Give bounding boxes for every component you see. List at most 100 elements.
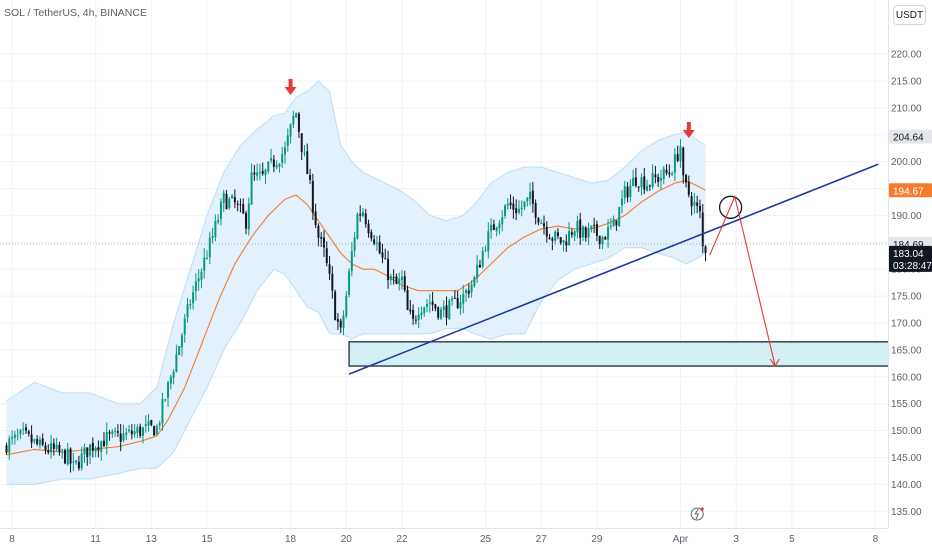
price-tick-label: 165.00: [891, 345, 922, 356]
candle-body: [91, 442, 94, 451]
candle-body: [431, 301, 434, 305]
ascending-trendline[interactable]: [348, 163, 879, 375]
candle-body: [609, 225, 612, 227]
breakdown-circle[interactable]: [718, 195, 743, 219]
candle-body: [77, 461, 80, 469]
candle-body: [33, 439, 36, 442]
demand-zone-rect[interactable]: [348, 341, 893, 367]
candle-body: [623, 186, 626, 198]
projection-arrowhead: [769, 358, 780, 368]
candle-body: [626, 186, 629, 198]
candle-body: [470, 284, 473, 293]
time-tick-label: 22: [396, 534, 408, 545]
candle-body: [239, 204, 242, 206]
candle-body: [189, 304, 192, 306]
candle-body: [523, 201, 526, 208]
candle-body: [387, 259, 390, 281]
price-tick-label: 175.00: [891, 292, 922, 303]
time-tick-label: Apr: [673, 534, 689, 545]
price-label-ma: 194.67: [893, 186, 924, 197]
candle-body: [701, 212, 704, 247]
candle-body: [665, 169, 668, 174]
candle-body: [671, 173, 674, 176]
candle-body: [219, 201, 222, 219]
time-tick-label: 20: [341, 534, 353, 545]
candle-body: [278, 163, 281, 167]
price-label-bg-last: [889, 245, 932, 272]
candle-body: [8, 438, 11, 453]
candle-body: [178, 346, 181, 355]
candle-body: [228, 198, 231, 208]
candle-body: [303, 152, 306, 154]
candle-body: [94, 448, 97, 452]
candle-body: [534, 202, 537, 218]
candle-body: [473, 277, 476, 286]
candle-body: [211, 236, 214, 239]
candle-body: [86, 447, 89, 457]
candle-body: [673, 154, 676, 173]
symbol-title: SOL / TetherUS, 4h, BINANCE: [4, 7, 147, 19]
candle-body: [208, 237, 211, 258]
candle-body: [498, 223, 501, 229]
candle-body: [417, 314, 420, 320]
candle-body: [345, 295, 348, 316]
price-tick-label: 200.00: [891, 157, 922, 168]
drawings[interactable]: [0, 78, 888, 375]
candle-body: [334, 291, 337, 321]
candle-body: [579, 219, 582, 238]
time-axis[interactable]: 8 11 13 15 18 20 22 25 27 29 Apr 3 5 8: [0, 528, 932, 550]
candle-body: [434, 304, 437, 309]
candle-body: [233, 197, 236, 203]
price-axis-background: [888, 0, 932, 550]
candle-body: [487, 231, 490, 252]
price-tick-label: 215.00: [891, 76, 922, 87]
candle-body: [356, 214, 359, 239]
candle-body: [685, 174, 688, 183]
candle-body: [584, 227, 587, 238]
candle-body: [348, 271, 351, 295]
candle-body: [317, 225, 320, 238]
candle-body: [593, 224, 596, 226]
projection-path[interactable]: [709, 194, 776, 367]
time-tick-label: 27: [536, 534, 548, 545]
candle-body: [637, 186, 640, 188]
candle-body: [456, 298, 459, 309]
candle-body: [682, 147, 685, 176]
price-tick-label: 160.00: [891, 372, 922, 383]
candle-body: [601, 237, 604, 245]
candle-body: [375, 243, 378, 245]
currency-button[interactable]: USDT: [893, 5, 926, 25]
bollinger-band: [6, 80, 706, 485]
candle-body: [573, 231, 576, 237]
candle-body: [206, 258, 209, 260]
candle-body: [687, 181, 690, 195]
candle-body: [108, 432, 111, 434]
price-tick-label: 135.00: [891, 507, 922, 518]
candle-body: [693, 201, 696, 206]
candle-body: [512, 203, 515, 210]
candle-body: [526, 197, 529, 202]
candle-body: [590, 225, 593, 230]
candle-body: [180, 335, 183, 348]
candle-body: [225, 193, 228, 210]
time-tick-label: 11: [90, 534, 101, 545]
candle-body: [281, 154, 284, 163]
candle-body: [136, 427, 139, 433]
candle-body: [389, 276, 392, 280]
candle-body: [183, 318, 186, 335]
candle-body: [554, 231, 557, 241]
candle-body: [490, 224, 493, 231]
candle-body: [105, 432, 108, 446]
candle-body: [247, 203, 250, 230]
candle-body: [236, 203, 239, 205]
candle-body: [111, 431, 114, 434]
price-axis[interactable]: 135.00 140.00 145.00 150.00 155.00 160.00 165.…: [888, 0, 932, 550]
demand-zone[interactable]: [348, 341, 893, 367]
candle-body: [437, 307, 440, 318]
candle-body: [612, 219, 615, 227]
candle-body: [696, 202, 699, 206]
candle-body: [414, 319, 417, 321]
candle-body: [654, 174, 657, 178]
